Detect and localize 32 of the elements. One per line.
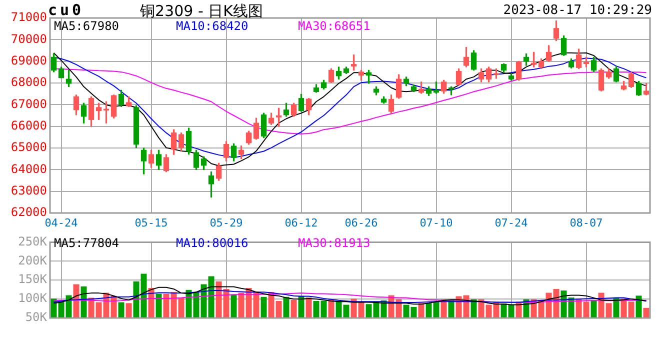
y-tick-label: 71000 bbox=[10, 10, 47, 24]
x-tick-label: 08-07 bbox=[570, 216, 603, 230]
y-tick-label: 62000 bbox=[10, 205, 47, 220]
y-tick-label: 68000 bbox=[10, 75, 47, 90]
x-tick-label: 04-24 bbox=[44, 216, 78, 230]
x-tick-label: 06-26 bbox=[344, 216, 378, 230]
text: MA5:77804 bbox=[54, 236, 120, 250]
y-tick-label: 69000 bbox=[10, 53, 47, 68]
text: MA10:80016 bbox=[176, 236, 250, 250]
y-tick-label: 150K bbox=[18, 272, 48, 286]
text: MA30:68651 bbox=[298, 19, 372, 33]
text: MA30:81913 bbox=[298, 236, 372, 250]
series-label: MA5:67980 bbox=[54, 19, 120, 33]
y-tick-label: 63000 bbox=[10, 183, 47, 198]
x-tick-label: 07-24 bbox=[494, 216, 528, 230]
y-tick-label: 64000 bbox=[10, 162, 47, 176]
y-tick-label: 50K bbox=[25, 310, 48, 324]
y-tick-label: 65000 bbox=[10, 140, 47, 154]
y-tick-label: 100K bbox=[18, 291, 48, 306]
y-tick-label: 250K bbox=[18, 234, 48, 248]
x-tick-label: 07-10 bbox=[420, 216, 453, 230]
text: MA10:68420 bbox=[176, 19, 250, 33]
annotation: 2023-08-17 10:29:29 bbox=[503, 3, 652, 18]
x-tick-label: 06-12 bbox=[284, 216, 318, 230]
y-tick-label: 67000 bbox=[10, 96, 47, 111]
annotation: cu0 bbox=[48, 1, 84, 19]
y-tick-label: 66000 bbox=[10, 118, 47, 132]
chart-title: 铜2309 - 日K线图 bbox=[140, 2, 263, 21]
y-tick-label: 200K bbox=[18, 253, 48, 268]
x-tick-label: 05-15 bbox=[134, 216, 168, 230]
y-tick-label: 70000 bbox=[10, 32, 47, 46]
x-tick-label: 05-29 bbox=[210, 216, 243, 230]
